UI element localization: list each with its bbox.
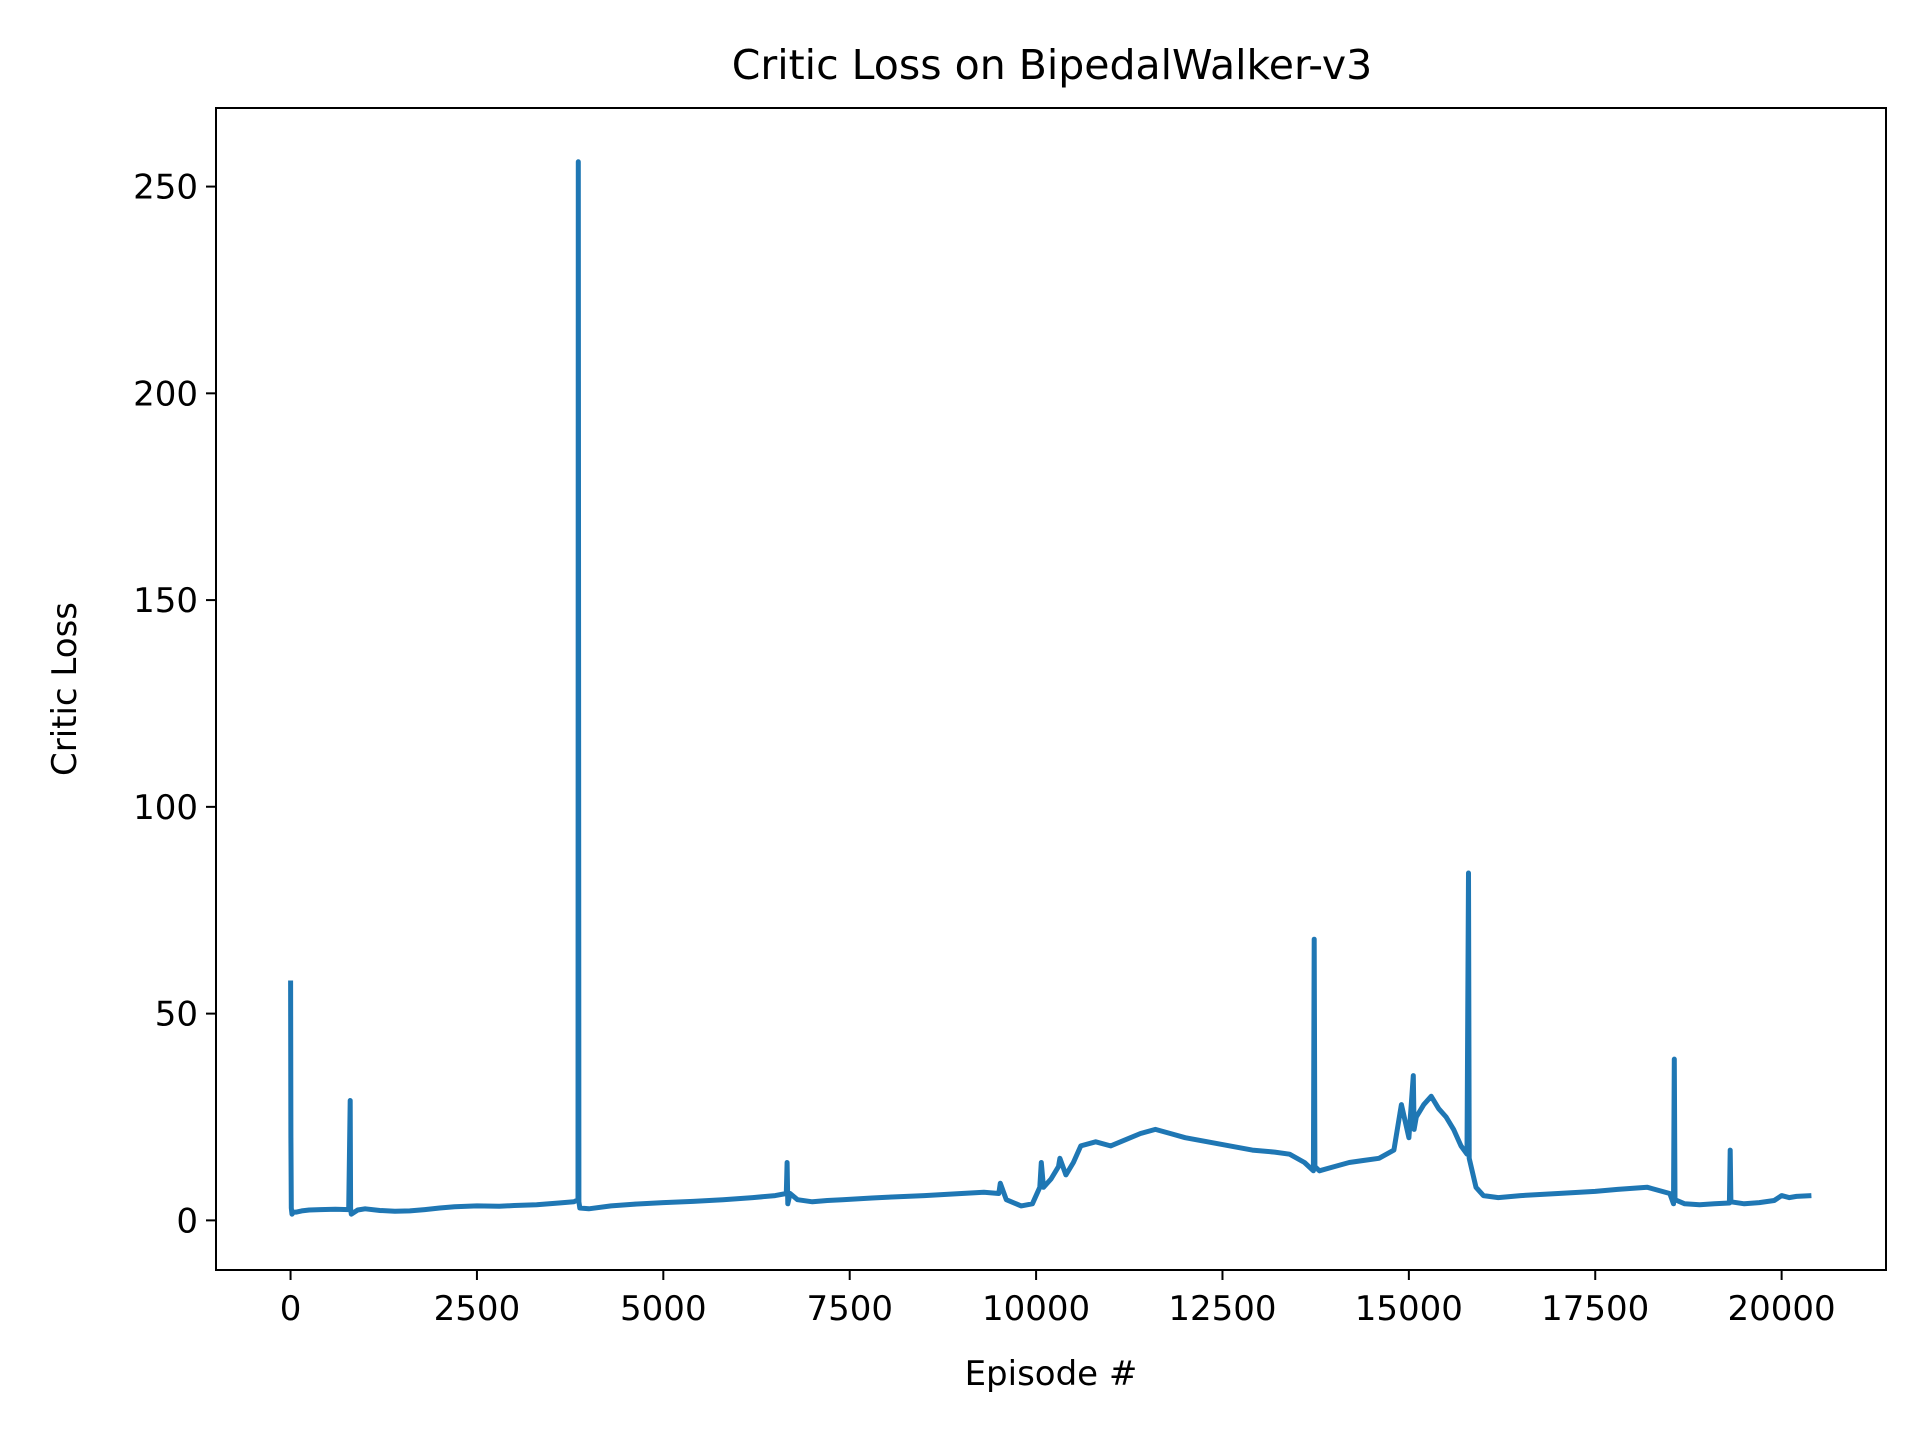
x-tick-label: 10000 (982, 1289, 1090, 1329)
x-tick-label: 17500 (1541, 1289, 1649, 1329)
x-tick-label: 5000 (620, 1289, 707, 1329)
x-tick-label: 7500 (806, 1289, 893, 1329)
y-tick-label: 50 (155, 995, 198, 1035)
y-tick-label: 250 (133, 168, 198, 208)
series-line-0 (288, 159, 1812, 1217)
plot-frame (215, 107, 1887, 1271)
y-axis-label: Critic Loss (45, 602, 85, 776)
x-tick-label: 15000 (1355, 1289, 1463, 1329)
y-tick-label: 200 (133, 374, 198, 414)
x-tick-label: 0 (280, 1289, 302, 1329)
y-tick-label: 150 (133, 581, 198, 621)
chart-title: Critic Loss on BipedalWalker-v3 (732, 41, 1373, 89)
x-axis: 0 2500 5000 7500 10000 12500 15000 17500 20000 (280, 1270, 1836, 1329)
y-tick-label: 100 (133, 788, 198, 828)
x-tick-label: 12500 (1168, 1289, 1276, 1329)
plot-layer (288, 159, 1812, 1217)
x-tick-label: 20000 (1728, 1289, 1836, 1329)
x-tick-label: 2500 (434, 1289, 521, 1329)
y-tick-label: 0 (176, 1201, 198, 1241)
x-axis-label: Episode # (965, 1354, 1138, 1394)
y-axis: 0 50 100 150 200 250 (133, 168, 216, 1241)
